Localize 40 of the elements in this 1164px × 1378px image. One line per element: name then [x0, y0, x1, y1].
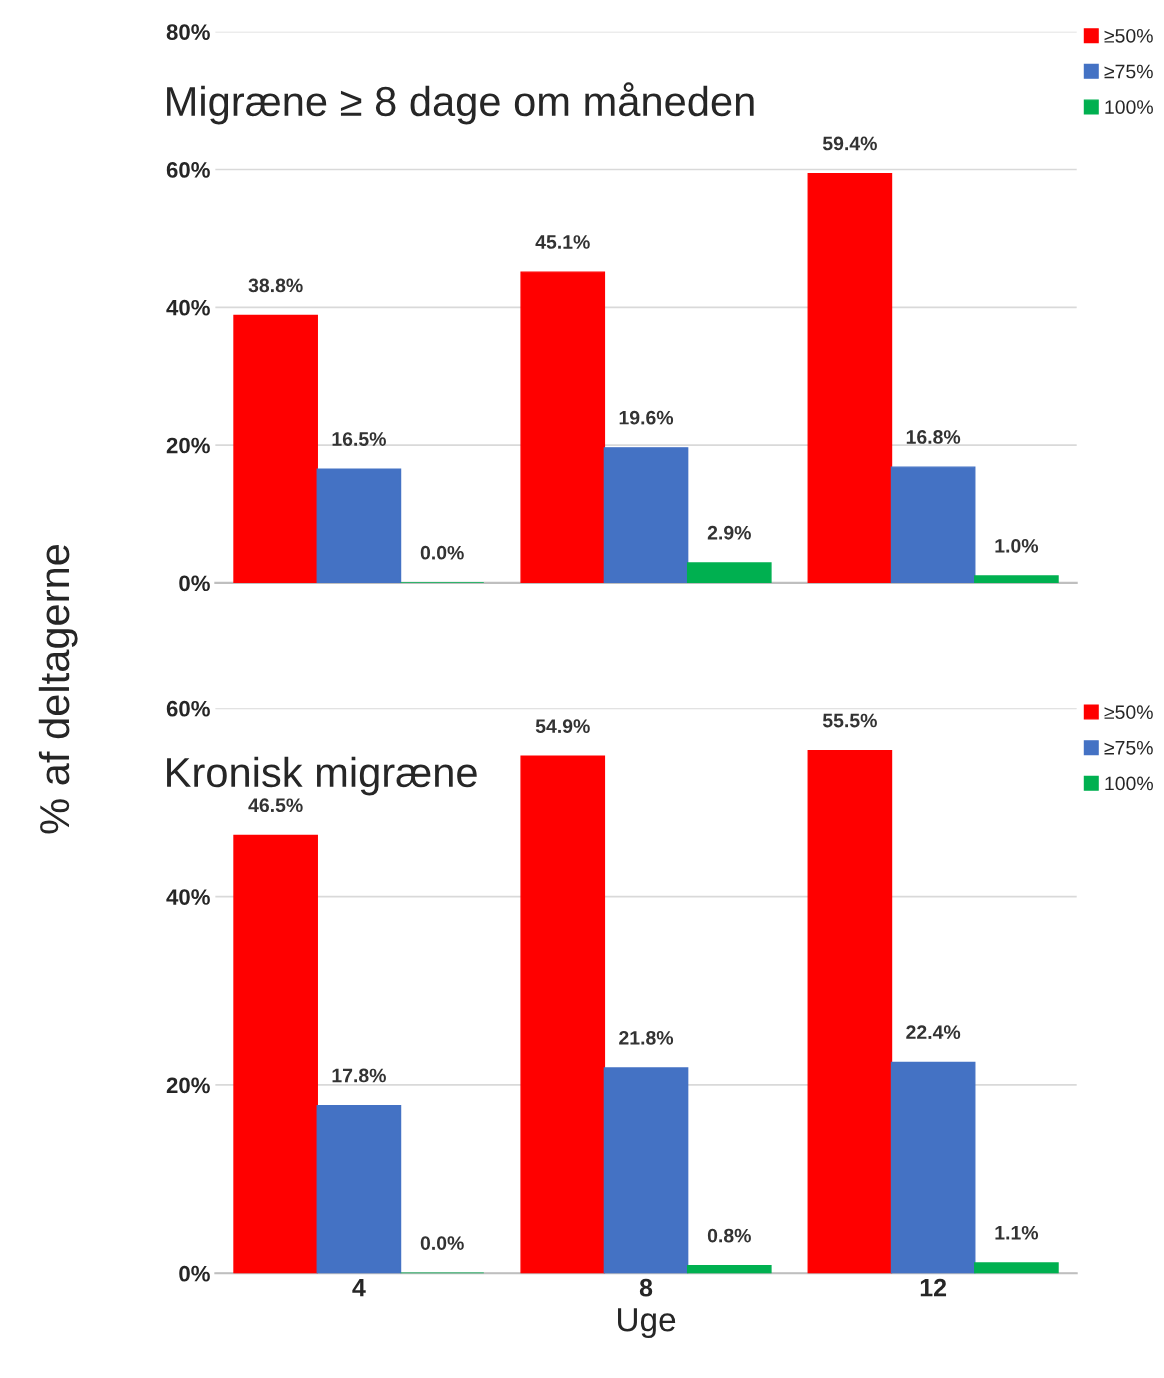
- data-label: 0.0%: [420, 545, 464, 560]
- y-tick-label: 20%: [166, 437, 210, 454]
- y-axis-title: % af deltagerne: [38, 544, 78, 834]
- legend-label: ≥50%: [1104, 28, 1153, 43]
- text: Migræne ≥ 8 dage om måneden: [167, 82, 754, 125]
- y-tick-label: 20%: [166, 1077, 210, 1094]
- data-label: 19.6%: [619, 410, 674, 425]
- legend-label: ≥50%: [1104, 705, 1153, 720]
- text: Kronisk migræne: [167, 756, 477, 796]
- y-tick-label: 60%: [166, 700, 210, 717]
- data-label: 0.8%: [707, 1228, 751, 1243]
- data-label: 22.4%: [906, 1025, 961, 1040]
- data-label: 21.8%: [619, 1030, 674, 1045]
- data-label: 45.1%: [535, 235, 590, 249]
- data-label: 55.5%: [822, 713, 877, 728]
- y-tick-label: 40%: [166, 299, 210, 316]
- x-tick-label: 4: [352, 1279, 366, 1297]
- data-label: 59.4%: [822, 136, 877, 151]
- data-label: 16.5%: [332, 432, 386, 446]
- x-tick-label: 8: [639, 1278, 653, 1297]
- y-tick-label: 40%: [166, 889, 210, 905]
- data-label: 1.1%: [995, 1225, 1039, 1240]
- data-label: 38.8%: [248, 278, 303, 293]
- data-label: 0.0%: [420, 1236, 464, 1250]
- legend-label: ≥75%: [1104, 64, 1153, 79]
- legend-label: ≥75%: [1104, 740, 1153, 755]
- data-label: 2.9%: [707, 525, 751, 540]
- y-tick-label: 60%: [166, 162, 210, 178]
- legend-label: 100%: [1105, 100, 1153, 114]
- data-label: 17.8%: [332, 1068, 386, 1083]
- data-label: 46.5%: [248, 798, 303, 813]
- data-label: 54.9%: [535, 719, 590, 734]
- x-tick-label: 12: [920, 1278, 947, 1297]
- x-axis-title: Uge: [618, 1308, 676, 1339]
- data-label: 16.8%: [906, 430, 961, 444]
- y-tick-label: 80%: [166, 24, 210, 40]
- y-tick-label: 0%: [179, 575, 210, 592]
- legend-label: 100%: [1105, 776, 1153, 791]
- data-label: 1.0%: [995, 538, 1039, 553]
- y-tick-label: 0%: [179, 1265, 210, 1282]
